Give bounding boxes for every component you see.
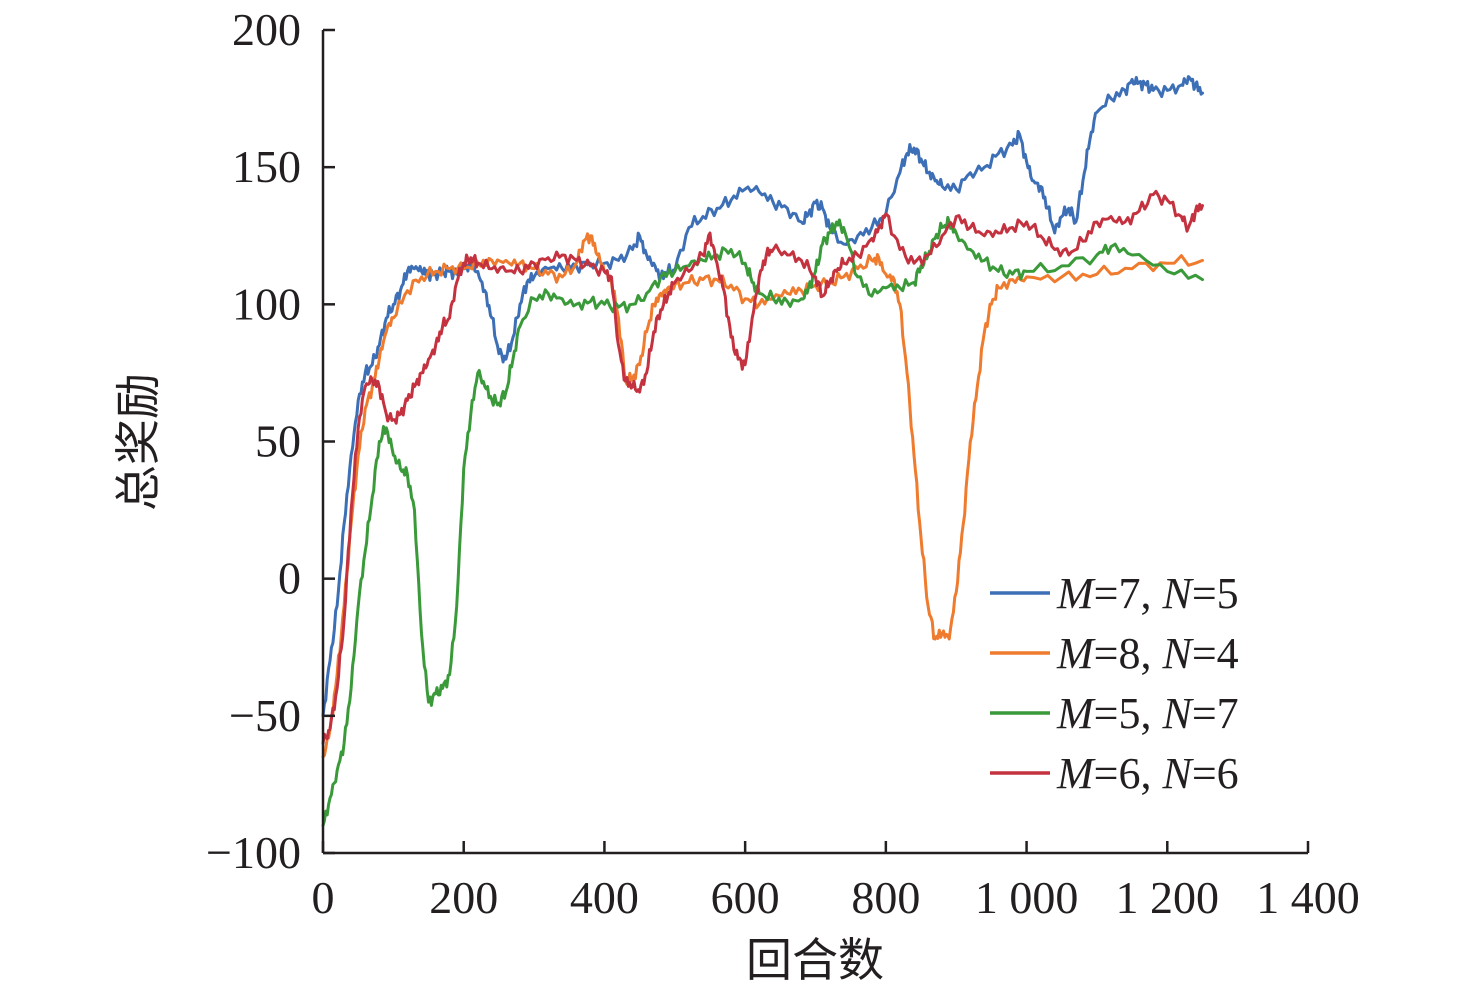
x-tick-label: 0 (312, 872, 335, 923)
legend-label-4: M=6, N=6 (1056, 749, 1239, 798)
y-tick-label: 150 (232, 141, 301, 192)
x-tick-label: 1 400 (1256, 872, 1360, 923)
y-tick-label: 200 (232, 4, 301, 55)
x-axis-title: 回合数 (746, 933, 884, 987)
y-tick-label: 0 (278, 553, 301, 604)
legend-label-2: M=8, N=4 (1056, 629, 1239, 678)
legend-label-3: M=5, N=7 (1056, 689, 1239, 738)
series-layer (321, 75, 1204, 828)
series-line-4 (321, 189, 1204, 745)
x-tick-label: 400 (570, 872, 639, 923)
x-tick-label: 800 (851, 872, 920, 923)
legend-label-1: M=7, N=5 (1056, 569, 1239, 618)
y-tick-label: −100 (206, 827, 301, 878)
series-line-2 (321, 232, 1204, 759)
x-tick-label: 600 (711, 872, 780, 923)
y-axis-title: 总奖励 (111, 373, 165, 511)
y-tick-label: −50 (229, 690, 301, 741)
y-tick-label: 100 (232, 278, 301, 329)
tick-layer: −100 −50 0 50 100 150 200 0 200 400 600 800 1 000 1 2… (206, 4, 1360, 923)
x-tick-label: 200 (429, 872, 498, 923)
series-line-3 (321, 215, 1204, 828)
x-tick-label: 1 200 (1116, 872, 1220, 923)
y-tick-label: 50 (255, 416, 301, 467)
legend: M=7, N=5 M=8, N=4 M=5, N=7 M=6, N=6 (990, 569, 1239, 798)
x-tick-label: 1 000 (975, 872, 1079, 923)
